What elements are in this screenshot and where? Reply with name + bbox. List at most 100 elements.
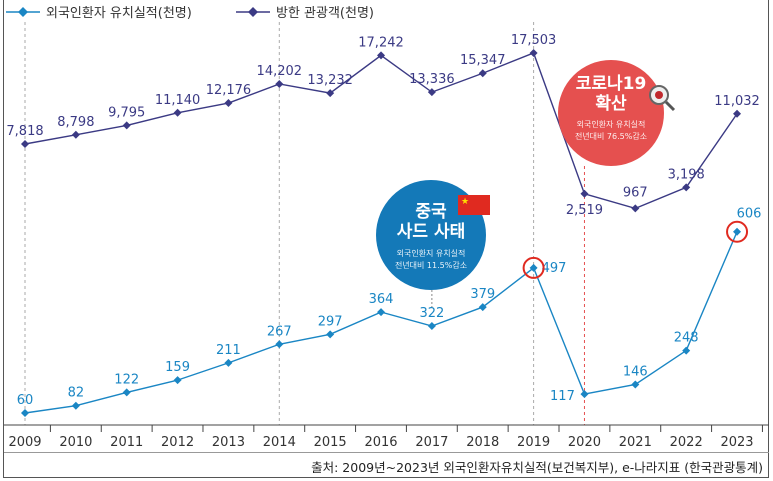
- data-label-0-2023: 606: [737, 207, 762, 222]
- source-note: 출처: 2009년~2023년 외국인환자유치실적(보건복지부), e-나라지표…: [311, 460, 763, 475]
- data-point-0-2016: [377, 308, 386, 317]
- highlight-circle-2019: [522, 256, 545, 279]
- data-point-1-2013: [224, 99, 233, 108]
- data-label-1-2013: 12,176: [206, 83, 252, 98]
- data-label-1-2022: 3,198: [668, 167, 705, 182]
- data-label-0-2010: 82: [68, 386, 85, 401]
- data-label-0-2018: 379: [470, 287, 495, 302]
- x-tick-label-2009: 2009: [8, 435, 41, 450]
- data-label-1-2015: 13,232: [307, 73, 353, 88]
- annotation-thaad-title1: 중국: [415, 202, 447, 222]
- legend-label-tourists: 방한 관광객(천명): [276, 6, 374, 21]
- china-flag-icon: ★: [458, 195, 490, 215]
- x-tick-label-2017: 2017: [415, 435, 448, 450]
- data-point-0-2012: [173, 376, 182, 385]
- x-tick-label-2019: 2019: [517, 435, 550, 450]
- data-point-0-2014: [275, 340, 284, 349]
- data-label-0-2009: 60: [17, 393, 34, 408]
- data-label-0-2022: 248: [674, 331, 699, 346]
- data-point-0-2022: [682, 346, 691, 355]
- data-label-1-2018: 15,347: [460, 53, 506, 68]
- source-divider: [4, 452, 769, 453]
- annotation-thaad-line2: 전년대비 11.5%감소: [394, 261, 468, 270]
- annotation-thaad-title2: 사드 사태: [396, 222, 466, 242]
- annotation-thaad-line1: 외국인환지 유치실적: [396, 249, 466, 258]
- data-point-1-2022: [682, 183, 691, 192]
- data-point-1-2014: [275, 79, 284, 88]
- data-label-0-2019: 497: [542, 261, 567, 276]
- data-point-0-2009: [21, 409, 29, 417]
- annotation-covid-line1: 외국인환자 유치실적: [576, 120, 646, 129]
- data-label-1-2010: 8,798: [57, 115, 94, 130]
- data-point-1-2023: [733, 109, 742, 118]
- data-label-0-2020: 117: [550, 389, 575, 404]
- x-tick-label-2022: 2022: [670, 435, 703, 450]
- data-point-0-2019: [529, 263, 538, 272]
- annotation-covid-title1: 코로나19: [575, 74, 647, 94]
- data-point-0-2013: [224, 358, 233, 367]
- x-tick-label-2012: 2012: [161, 435, 194, 450]
- data-label-1-2023: 11,032: [714, 94, 760, 109]
- data-point-1-2021: [631, 204, 640, 213]
- data-label-0-2012: 159: [165, 360, 190, 375]
- data-point-0-2010: [71, 401, 80, 410]
- data-point-0-2021: [631, 380, 640, 389]
- data-point-0-2023: [733, 227, 742, 236]
- data-label-1-2014: 14,202: [257, 64, 303, 79]
- x-tick-label-2016: 2016: [364, 435, 397, 450]
- data-label-1-2017: 13,336: [409, 72, 455, 87]
- data-point-0-2018: [478, 303, 487, 312]
- legend-marker-tourists-icon: [236, 6, 270, 17]
- data-point-0-2015: [326, 330, 335, 339]
- data-label-0-2016: 364: [369, 292, 394, 307]
- data-point-0-2011: [122, 388, 131, 397]
- data-point-1-2015: [326, 89, 335, 98]
- data-label-1-2012: 11,140: [155, 93, 201, 108]
- data-point-1-2009: [21, 140, 29, 148]
- x-tick-label-2015: 2015: [314, 435, 347, 450]
- data-point-1-2016: [377, 51, 386, 60]
- virus-magnifier-icon: [649, 85, 676, 112]
- annotation-covid-line2: 전년대비 76.5%감소: [574, 132, 648, 141]
- data-point-0-2017: [427, 322, 436, 331]
- data-label-1-2019: 17,503: [511, 33, 557, 48]
- data-point-1-2012: [173, 108, 182, 117]
- x-tick-label-2023: 2023: [720, 435, 753, 450]
- data-label-1-2009: 7,818: [6, 124, 43, 139]
- data-label-0-2021: 146: [623, 364, 648, 379]
- x-tick-label-2010: 2010: [59, 435, 92, 450]
- data-point-1-2011: [122, 121, 131, 130]
- legend-item-tourists: 방한 관광객(천명): [236, 2, 374, 21]
- annotation-covid-title2: 확산: [595, 94, 627, 114]
- legend-marker-patients-icon: [6, 6, 40, 17]
- data-label-0-2014: 267: [267, 324, 292, 339]
- data-label-1-2020: 2,519: [566, 203, 603, 218]
- data-point-1-2017: [427, 88, 436, 97]
- annotation-covid: 코로나19 확산 외국인환자 유치실적 전년대비 76.5%감소: [558, 60, 664, 166]
- x-tick-label-2011: 2011: [110, 435, 143, 450]
- data-point-1-2019: [529, 48, 538, 57]
- data-label-1-2021: 967: [623, 185, 648, 200]
- data-label-0-2015: 297: [318, 314, 343, 329]
- data-point-0-2020: [580, 390, 589, 399]
- legend-item-patients: 외국인환자 유치실적(천명): [6, 2, 192, 21]
- data-label-1-2011: 9,795: [108, 105, 145, 120]
- x-tick-label-2018: 2018: [466, 435, 499, 450]
- data-point-1-2010: [71, 130, 80, 139]
- data-point-1-2020: [580, 189, 589, 198]
- x-tick-label-2020: 2020: [568, 435, 601, 450]
- annotation-thaad: 중국 사드 사태 외국인환지 유치실적 전년대비 11.5%감소: [376, 180, 486, 290]
- data-label-0-2011: 122: [114, 372, 139, 387]
- data-label-0-2017: 322: [419, 306, 444, 321]
- x-tick-label-2014: 2014: [263, 435, 296, 450]
- data-label-0-2013: 211: [216, 343, 241, 358]
- x-tick-label-2013: 2013: [212, 435, 245, 450]
- data-label-1-2016: 17,242: [358, 35, 404, 50]
- legend-label-patients: 외국인환자 유치실적(천명): [46, 6, 192, 21]
- data-point-1-2018: [478, 69, 487, 78]
- chart-frame: [3, 0, 769, 478]
- x-tick-label-2021: 2021: [619, 435, 652, 450]
- highlight-circle-2023: [726, 220, 749, 243]
